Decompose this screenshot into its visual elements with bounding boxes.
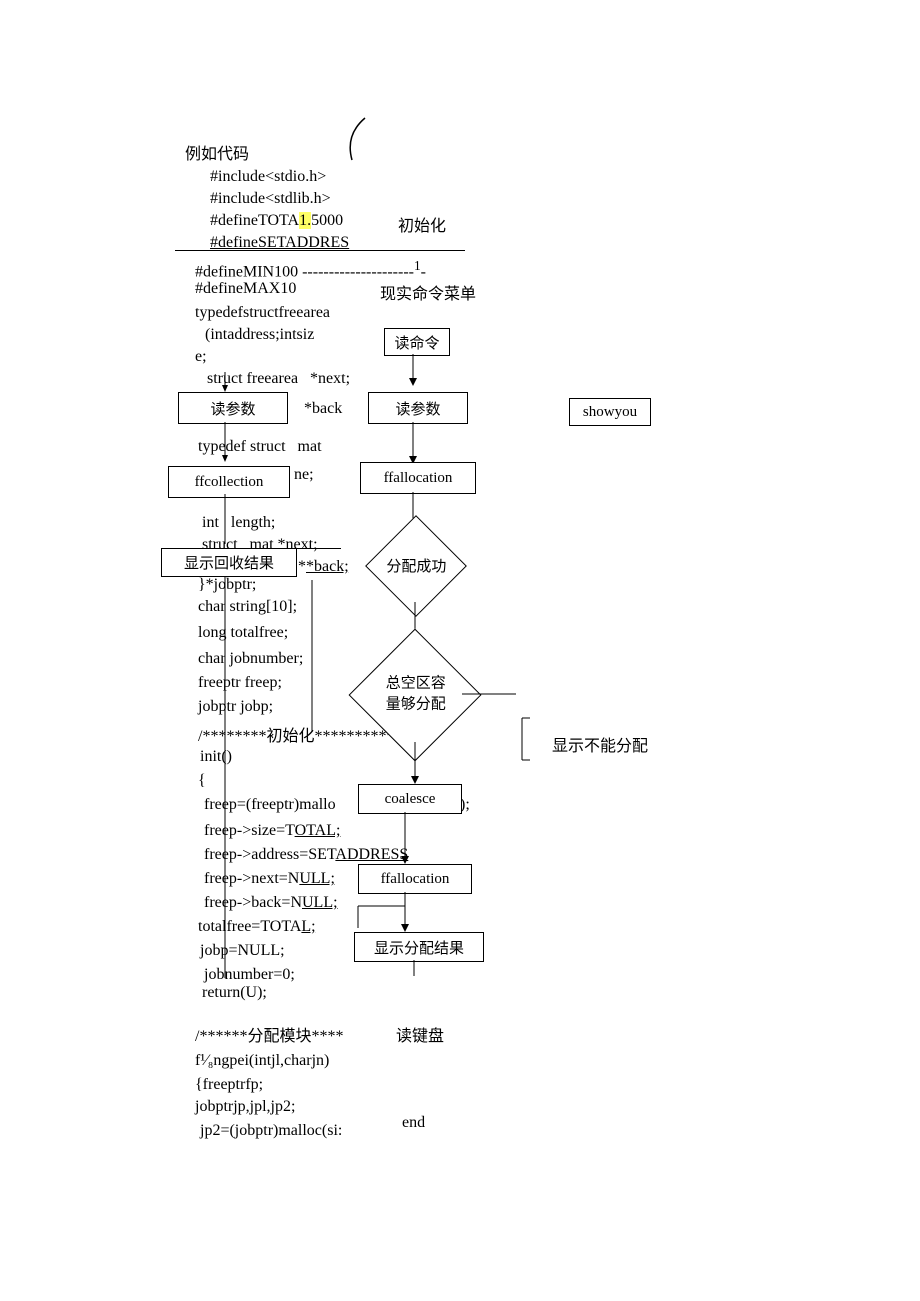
code-l13: ne;: [294, 466, 314, 484]
code-l12: typedef struct mat: [198, 438, 322, 456]
code-l1: #include<stdio.h>: [210, 168, 326, 186]
code-l26: freep=(freeptr)mallo: [204, 796, 336, 814]
code-l16: **back;: [298, 558, 349, 576]
box-coalesce: coalesce: [358, 784, 462, 814]
code-l20: char jobnumber;: [198, 650, 303, 668]
code-l8: (intaddress;intsiz: [205, 326, 314, 344]
code-l34: return(U);: [202, 984, 267, 1002]
code-l5: #defineMIN100 ---------------------1-: [195, 258, 426, 281]
code-l31: totalfree=TOTAL;: [198, 918, 316, 936]
code-l9: e;: [195, 348, 207, 366]
code-l10: struct freearea *next;: [207, 370, 350, 388]
code-l21: freeptr freep;: [198, 674, 282, 692]
heading: 例如代码: [185, 140, 249, 164]
code-l25: {: [198, 772, 206, 790]
text-readkbd: 读键盘: [396, 1022, 444, 1046]
code-l24: init(): [200, 748, 232, 766]
code-l35: /******分配模块****: [195, 1022, 343, 1046]
box-readparam1: 读参数: [178, 392, 288, 424]
code-l11: *back: [304, 400, 342, 418]
code-l39: jp2=(jobptr)malloc(si:: [200, 1122, 342, 1140]
code-l37: {freeptrfp;: [195, 1076, 263, 1094]
code-l6: #defineMAX10: [195, 280, 296, 298]
code-l29: freep->next=NULL;: [204, 870, 335, 888]
code-l23: /********初始化**********/: [198, 722, 399, 746]
box-showyou: showyou: [569, 398, 651, 426]
code-l7: typedefstructfreearea: [195, 304, 330, 322]
code-l17: }*jobptr;: [198, 576, 256, 594]
line-top-recycle: [161, 548, 341, 549]
box-readcmd: 读命令: [384, 328, 450, 356]
code-l28: freep->address=SETADDRESS: [204, 846, 408, 864]
code-l22: jobptr jobp;: [198, 698, 273, 716]
code-l30: freep->back=NULL;: [204, 894, 338, 912]
code-l32: jobp=NULL;: [200, 942, 285, 960]
text-cannotalloc: 显示不能分配: [552, 732, 648, 756]
box-showalloc: 显示分配结果: [354, 932, 484, 962]
code-l33: jobnumber=0;: [204, 966, 295, 984]
code-l3: #defineTOTA1.5000: [210, 212, 343, 230]
code-l36: f¹⁄₈ngpei(intjl,charjn): [195, 1052, 329, 1070]
underline-1: [175, 250, 465, 251]
code-l18: char string[10];: [198, 598, 297, 616]
flow-menu: 现实命令菜单: [380, 280, 476, 304]
code-l19: long totalfree;: [198, 624, 288, 642]
box-ffallocation1: ffallocation: [360, 462, 476, 494]
code-l14: int length;: [202, 514, 275, 532]
box-readparam2: 读参数: [368, 392, 468, 424]
box-ffcollection: ffcollection: [168, 466, 290, 498]
box-showrecycle: 显示回收结果: [161, 548, 297, 577]
code-l2: #include<stdlib.h>: [210, 190, 331, 208]
text-end: end: [402, 1114, 425, 1132]
code-l38: jobptrjp,jpl,jp2;: [195, 1098, 295, 1116]
box-ffallocation2: ffallocation: [358, 864, 472, 894]
diamond-allocsuccess: 分配成功: [365, 515, 467, 617]
flow-init: 初始化: [398, 212, 446, 236]
code-l27: freep->size=TOTAL;: [204, 822, 340, 840]
